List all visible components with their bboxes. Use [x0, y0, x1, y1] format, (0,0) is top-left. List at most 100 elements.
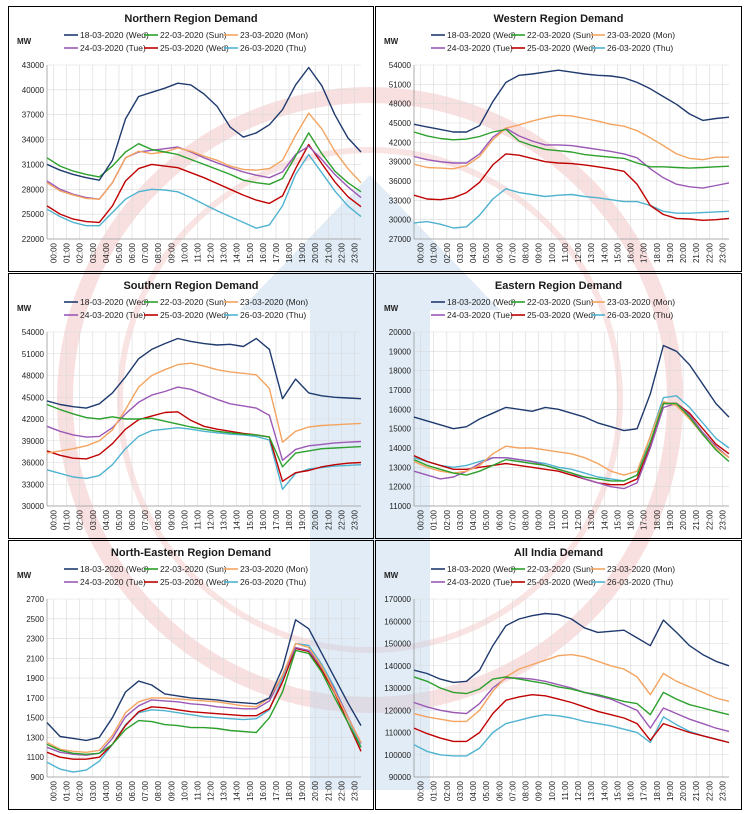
x-tick-label: 06:00	[128, 780, 137, 801]
legend-label: 26-03-2020 (Thu)	[607, 577, 673, 587]
legend-label: 26-03-2020 (Thu)	[607, 43, 673, 53]
x-tick-label: 02:00	[443, 780, 452, 801]
series-line-3	[413, 400, 730, 476]
x-tick-label: 11:00	[193, 509, 202, 529]
series-line-1	[413, 612, 730, 684]
x-tick-label: 10:00	[548, 780, 557, 801]
x-tick-label: 12:00	[207, 780, 216, 801]
legend-label: 24-03-2020 (Tue)	[447, 310, 513, 320]
series-line-6	[46, 153, 362, 229]
x-tick-label: 03:00	[89, 780, 98, 801]
legend-label: 25-03-2020 (Wed)	[527, 310, 596, 320]
y-tick-label: 31000	[22, 160, 45, 169]
x-tick-label: 07:00	[141, 242, 150, 263]
legend-label: 24-03-2020 (Tue)	[80, 310, 146, 320]
y-tick-label: 13000	[389, 463, 412, 472]
x-tick-label: 18:00	[285, 780, 294, 801]
x-tick-label: 13:00	[587, 242, 596, 263]
y-tick-label: 28000	[22, 185, 45, 194]
x-tick-label: 16:00	[627, 780, 636, 801]
series-line-1	[46, 66, 362, 181]
legend-label: 25-03-2020 (Wed)	[527, 43, 596, 53]
series-line-3	[46, 642, 362, 754]
x-tick-label: 07:00	[508, 509, 517, 530]
watermark-ring-outer	[57, 87, 683, 713]
legend-label: 24-03-2020 (Tue)	[80, 43, 146, 53]
legend-label: 23-03-2020 (Mon)	[240, 564, 308, 574]
series-line-3	[413, 653, 730, 723]
x-tick-label: 10:00	[180, 242, 189, 263]
x-tick-label: 20:00	[679, 509, 688, 530]
legend-label: 22-03-2020 (Sun)	[160, 564, 227, 574]
y-tick-label: 33000	[389, 196, 412, 205]
y-tick-label: 16000	[389, 405, 412, 414]
x-tick-label: 20:00	[679, 242, 688, 263]
series-line-5	[413, 693, 730, 744]
x-tick-label: 23:00	[718, 509, 727, 530]
y-unit-label: MW	[384, 304, 399, 313]
series-line-6	[46, 642, 362, 773]
y-tick-label: 2300	[26, 635, 44, 644]
chart-panel-6: All India Demand MW 18-03-2020 (Wed) 22-03-…	[375, 540, 742, 810]
legend-label: 26-03-2020 (Thu)	[240, 43, 306, 53]
x-tick-label: 19:00	[666, 509, 675, 530]
x-tick-label: 01:00	[63, 242, 72, 263]
y-tick-label: 19000	[389, 347, 412, 356]
x-tick-label: 06:00	[128, 242, 137, 263]
y-tick-label: 120000	[384, 706, 411, 715]
x-tick-label: 09:00	[535, 780, 544, 801]
series-line-5	[46, 411, 362, 483]
x-tick-label: 01:00	[430, 509, 439, 530]
x-tick-label: 05:00	[115, 509, 124, 530]
y-tick-label: 30000	[389, 216, 412, 225]
x-tick-label: 17:00	[272, 509, 281, 530]
x-tick-label: 22:00	[337, 509, 346, 530]
chart-svg: All India Demand MW 18-03-2020 (Wed) 22-03-…	[384, 547, 730, 801]
legend-label: 18-03-2020 (Wed)	[447, 564, 516, 574]
x-tick-label: 09:00	[535, 242, 544, 263]
x-tick-label: 11:00	[193, 242, 202, 262]
legend-label: 18-03-2020 (Wed)	[447, 30, 516, 40]
y-tick-label: 11000	[389, 502, 411, 511]
x-tick-label: 15:00	[246, 509, 255, 530]
x-tick-label: 09:00	[167, 509, 176, 530]
y-tick-label: 42000	[389, 138, 412, 147]
x-tick-label: 19:00	[666, 242, 675, 263]
y-tick-label: 15000	[389, 425, 412, 434]
series-line-5	[46, 647, 362, 760]
series-line-2	[46, 132, 362, 193]
legend-label: 23-03-2020 (Mon)	[240, 30, 308, 40]
x-tick-label: 20:00	[311, 780, 320, 801]
x-tick-label: 15:00	[613, 509, 622, 530]
x-tick-label: 04:00	[102, 780, 111, 801]
legend-label: 22-03-2020 (Sun)	[527, 564, 594, 574]
x-tick-label: 14:00	[600, 780, 609, 801]
legend-label: 26-03-2020 (Thu)	[240, 577, 306, 587]
y-tick-label: 90000	[389, 773, 412, 782]
x-tick-label: 06:00	[128, 509, 137, 530]
chart-panel-5: North-Eastern Region Demand MW 18-03-2020 …	[8, 540, 374, 810]
chart-panel-1: Northern Region Demand MW 18-03-2020 (Wed)…	[8, 6, 374, 272]
series-line-4	[46, 386, 362, 462]
x-tick-label: 00:00	[417, 242, 426, 263]
x-tick-label: 10:00	[180, 509, 189, 530]
x-tick-label: 14:00	[233, 780, 242, 801]
series-line-1	[413, 69, 730, 133]
x-tick-label: 07:00	[508, 780, 517, 801]
y-tick-label: 2700	[26, 595, 44, 604]
y-tick-label: 1700	[26, 694, 44, 703]
x-tick-label: 07:00	[141, 780, 150, 801]
x-tick-label: 08:00	[154, 509, 163, 530]
x-tick-label: 08:00	[154, 780, 163, 801]
y-tick-label: 130000	[384, 684, 411, 693]
x-tick-label: 19:00	[298, 242, 307, 263]
legend-label: 22-03-2020 (Sun)	[160, 297, 227, 307]
x-tick-label: 00:00	[417, 509, 426, 530]
x-tick-label: 06:00	[495, 780, 504, 801]
y-tick-label: 36000	[22, 459, 45, 468]
x-tick-label: 03:00	[456, 242, 465, 263]
x-tick-label: 02:00	[76, 242, 85, 263]
legend-label: 24-03-2020 (Tue)	[447, 577, 513, 587]
y-tick-label: 48000	[389, 100, 412, 109]
series-line-4	[413, 677, 730, 733]
